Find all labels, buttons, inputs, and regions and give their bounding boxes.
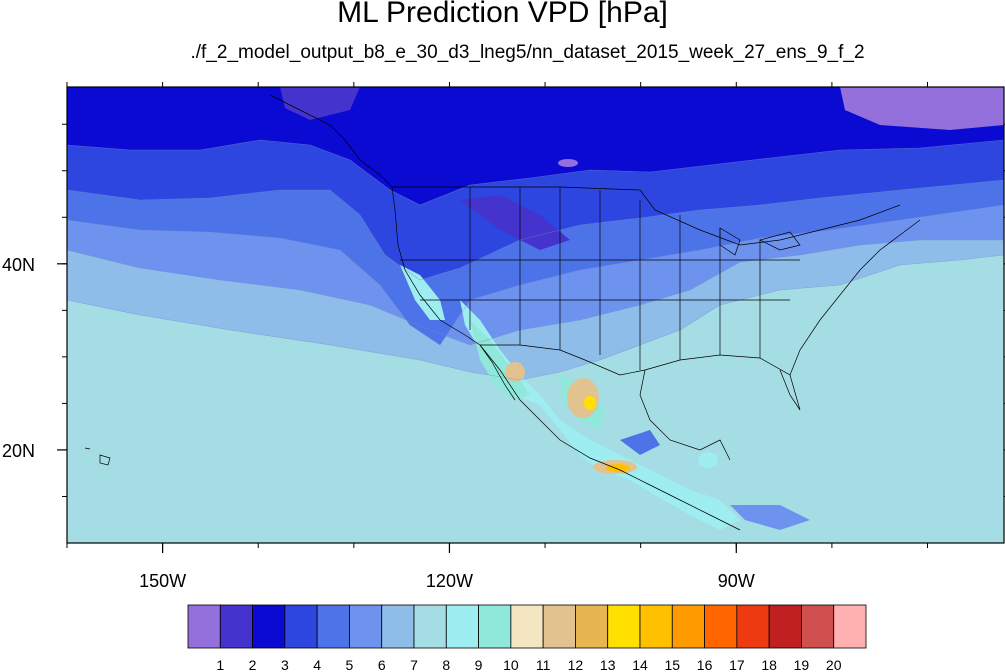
x-tick-label: 120W bbox=[426, 571, 473, 591]
vpd-band-0-1-spot bbox=[558, 159, 578, 167]
map-axes: 150W 120W 90W 20N 40N bbox=[2, 82, 1005, 591]
colorbar-label: 13 bbox=[600, 657, 616, 672]
colorbar-label: 15 bbox=[664, 657, 680, 672]
colorbar-swatch bbox=[607, 604, 641, 649]
vpd-band-0-1-north bbox=[840, 87, 1004, 130]
vpd-band-4-5-south bbox=[620, 430, 660, 455]
colorbar-swatch bbox=[413, 604, 447, 649]
colorbar-label: 12 bbox=[568, 657, 584, 672]
colorbar: 1 2 3 4 5 6 7 8 9 10 11 12 13 14 15 16 17 18 19 20 bbox=[187, 604, 867, 672]
colorbar-swatch bbox=[316, 604, 350, 649]
map-subtitle: ./f_2_model_output_b8_e_30_d3_lneg5/nn_d… bbox=[190, 42, 865, 63]
x-tick-label: 150W bbox=[139, 571, 186, 591]
colorbar-swatch bbox=[639, 604, 673, 649]
vpd-band-8-9 bbox=[460, 300, 740, 530]
vpd-band-1-2-north bbox=[280, 87, 360, 120]
colorbar-label: 16 bbox=[697, 657, 713, 672]
colorbar-label: 8 bbox=[442, 657, 450, 672]
colorbar-swatch bbox=[736, 604, 770, 649]
map-title: ML Prediction VPD [hPa] bbox=[337, 0, 668, 29]
vpd-band-11-12-west bbox=[505, 362, 525, 382]
map-frame bbox=[66, 86, 1005, 544]
vpd-band-1-2 bbox=[460, 195, 570, 250]
colorbar-swatch bbox=[478, 604, 512, 649]
y-tick-label: 20N bbox=[2, 441, 35, 461]
colorbar-swatch bbox=[833, 604, 867, 649]
colorbar-swatch bbox=[704, 604, 738, 649]
x-tick-label: 90W bbox=[718, 571, 755, 591]
vpd-field bbox=[67, 87, 1004, 543]
vpd-band-13-14 bbox=[584, 396, 596, 410]
colorbar-label: 11 bbox=[536, 657, 551, 672]
colorbar-swatch bbox=[219, 604, 253, 649]
colorbar-swatch bbox=[510, 604, 544, 649]
colorbar-swatch bbox=[801, 604, 835, 649]
colorbar-label: 3 bbox=[281, 657, 289, 672]
vpd-band-2-3 bbox=[67, 87, 1004, 205]
colorbar-swatch bbox=[671, 604, 705, 649]
colorbar-label: 1 bbox=[216, 657, 224, 672]
colorbar-swatch bbox=[252, 604, 286, 649]
colorbar-label: 18 bbox=[761, 657, 777, 672]
colorbar-swatch bbox=[349, 604, 383, 649]
colorbar-label: 7 bbox=[410, 657, 418, 672]
colorbar-swatch bbox=[381, 604, 415, 649]
contour-lines bbox=[67, 139, 1004, 381]
colorbar-label: 19 bbox=[794, 657, 810, 672]
colorbar-swatch bbox=[575, 604, 609, 649]
colorbar-label: 9 bbox=[475, 657, 483, 672]
colorbar-label: 5 bbox=[346, 657, 354, 672]
y-tick-label: 40N bbox=[2, 255, 35, 275]
vpd-band-11-12 bbox=[567, 378, 599, 418]
colorbar-swatch bbox=[445, 604, 479, 649]
colorbar-label: 14 bbox=[632, 657, 648, 672]
colorbar-swatch bbox=[187, 604, 221, 649]
colorbar-label: 2 bbox=[249, 657, 257, 672]
vpd-band-14-15 bbox=[606, 464, 630, 472]
colorbar-swatch bbox=[768, 604, 802, 649]
colorbar-label: 20 bbox=[826, 657, 842, 672]
colorbar-label: 4 bbox=[313, 657, 321, 672]
colorbar-swatch bbox=[284, 604, 318, 649]
coastlines bbox=[84, 94, 921, 531]
vpd-band-8-9-gulf bbox=[698, 452, 718, 468]
colorbar-label: 10 bbox=[503, 657, 519, 672]
vpd-band-5-6-south bbox=[730, 505, 810, 530]
colorbar-label: 17 bbox=[729, 657, 745, 672]
colorbar-swatch bbox=[542, 604, 576, 649]
vpd-band-8-9-north bbox=[400, 265, 445, 320]
colorbar-label: 6 bbox=[378, 657, 386, 672]
